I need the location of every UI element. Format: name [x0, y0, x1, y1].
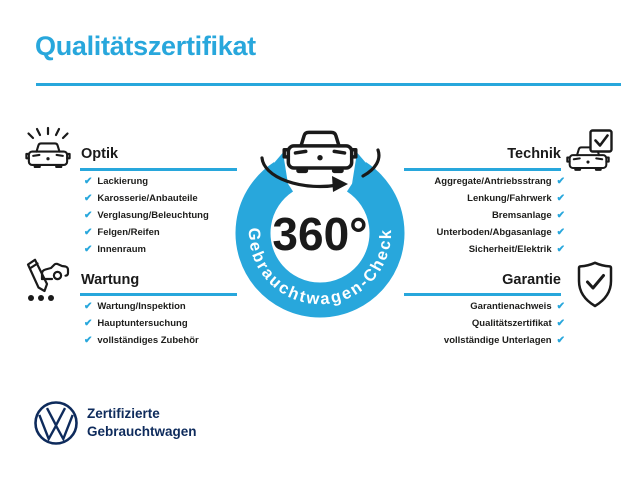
item-label: Karosserie/Anbauteile [97, 193, 198, 204]
garantie-checklist: Garantienachweis ✔ Qualitätszertifikat ✔ v… [444, 301, 565, 347]
ring-label: Gebrauchtwagen-Check [245, 227, 395, 308]
check-icon: ✔ [84, 210, 93, 221]
ring-tip-right [352, 152, 366, 184]
item-label: Aggregate/Antriebsstrang [434, 176, 552, 187]
degree-label: 360° [272, 208, 367, 260]
item-label: Garantienachweis [470, 301, 552, 312]
check-icon: ✔ [84, 193, 93, 204]
item-label: Verglasung/Beleuchtung [97, 210, 209, 221]
item-label: Unterboden/Abgasanlage [436, 227, 552, 238]
check-icon: ✔ [84, 244, 93, 255]
section-underline-wartung [80, 293, 237, 296]
header-divider [36, 83, 621, 86]
section-underline-optik [80, 168, 237, 171]
page-title: Qualitätszertifikat [35, 31, 256, 61]
check-icon: ✔ [556, 301, 565, 312]
checklist-item: Bremsanlage ✔ [492, 210, 565, 222]
optik-checklist: ✔ Lackierung ✔ Karosserie/Anbauteile ✔ Verg… [84, 176, 209, 256]
wartung-checklist: ✔ Wartung/Inspektion ✔ Hauptuntersuchung ✔… [84, 301, 199, 347]
pen-car-icon [26, 258, 70, 301]
item-label: vollständiges Zubehör [97, 335, 199, 346]
check-icon: ✔ [556, 210, 565, 221]
vw-logo [34, 401, 78, 445]
section-underline-garantie [404, 293, 561, 296]
ring-tip-left [274, 152, 288, 184]
checklist-item: ✔ Felgen/Reifen [84, 227, 209, 239]
checklist-item: Garantienachweis ✔ [470, 301, 565, 313]
ring [235, 162, 405, 318]
check-icon: ✔ [84, 335, 93, 346]
brand-claim: Zertifizierte Gebrauchtwagen [87, 405, 197, 440]
brand-claim-line2: Gebrauchtwagen [87, 423, 197, 439]
check-icon: ✔ [556, 318, 565, 329]
check-icon: ✔ [556, 244, 565, 255]
item-label: Hauptuntersuchung [97, 318, 188, 329]
section-title-technik: Technik [507, 146, 561, 162]
checklist-item: Aggregate/Antriebsstrang ✔ [434, 176, 565, 188]
checklist-item: Qualitätszertifikat ✔ [472, 318, 565, 330]
checklist-item: ✔ Wartung/Inspektion [84, 301, 199, 313]
checklist-item: Sicherheit/Elektrik ✔ [469, 244, 565, 256]
section-underline-technik [404, 168, 561, 171]
checklist-item: ✔ Verglasung/Beleuchtung [84, 210, 209, 222]
car-checkbox-icon [566, 129, 613, 172]
check-icon: ✔ [84, 318, 93, 329]
check-icon: ✔ [556, 176, 565, 187]
checklist-item: ✔ Hauptuntersuchung [84, 318, 199, 330]
shield-check-icon [577, 261, 613, 308]
checklist-item: Unterboden/Abgasanlage ✔ [437, 227, 565, 239]
check-icon: ✔ [556, 193, 565, 204]
check-icon: ✔ [84, 176, 93, 187]
checklist-item: ✔ Innenraum [84, 244, 209, 256]
car-shine-icon [25, 126, 71, 170]
checklist-item: ✔ Lackierung [84, 176, 209, 188]
section-title-optik: Optik [81, 146, 119, 162]
item-label: Wartung/Inspektion [97, 301, 186, 312]
item-label: Lenkung/Fahrwerk [467, 193, 552, 204]
item-label: Qualitätszertifikat [471, 318, 552, 329]
item-label: Sicherheit/Elektrik [468, 244, 552, 255]
item-label: Bremsanlage [491, 210, 552, 221]
checklist-item: Lenkung/Fahrwerk ✔ [467, 193, 565, 205]
section-title-garantie: Garantie [502, 272, 561, 288]
item-label: vollständige Unterlagen [443, 335, 552, 346]
check-icon: ✔ [556, 335, 565, 346]
check-icon: ✔ [556, 227, 565, 238]
item-label: Innenraum [97, 244, 146, 255]
checklist-item: ✔ vollständiges Zubehör [84, 335, 199, 347]
item-label: Lackierung [97, 176, 149, 187]
checklist-item: vollständige Unterlagen ✔ [444, 335, 565, 347]
checklist-item: ✔ Karosserie/Anbauteile [84, 193, 209, 205]
section-title-wartung: Wartung [81, 272, 140, 288]
technik-checklist: Aggregate/Antriebsstrang ✔ Lenkung/Fahrwe… [434, 176, 565, 256]
brand-claim-line1: Zertifizierte [87, 406, 160, 421]
item-label: Felgen/Reifen [97, 227, 160, 238]
car-rotation-icon [260, 130, 381, 192]
check-icon: ✔ [84, 227, 93, 238]
check-icon: ✔ [84, 301, 93, 312]
